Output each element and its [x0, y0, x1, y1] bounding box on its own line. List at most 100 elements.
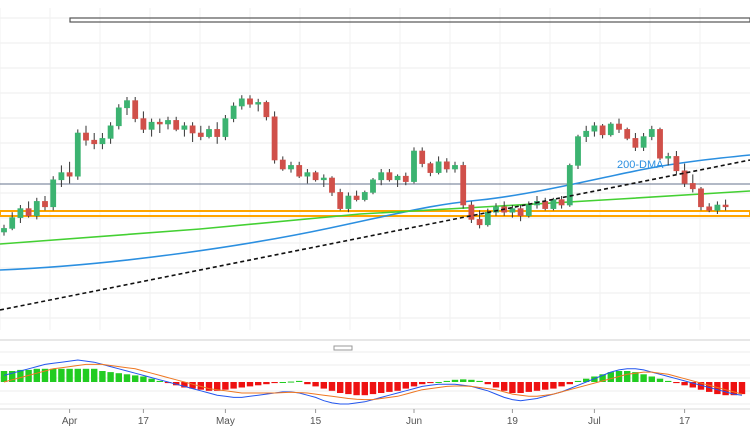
candle-body: [140, 118, 147, 130]
candle-body: [476, 219, 483, 226]
macd-histogram-bar: [648, 376, 655, 382]
macd-histogram-bar: [255, 382, 262, 386]
macd-histogram-bar: [353, 382, 360, 396]
macd-histogram-bar: [197, 382, 204, 390]
x-tick-label: 19: [507, 416, 519, 427]
macd-histogram-bar: [99, 371, 106, 382]
candle-body: [411, 150, 417, 182]
macd-histogram-bar: [25, 369, 32, 382]
candle-body: [165, 120, 171, 125]
macd-signal-line: [3, 363, 743, 401]
macd-histogram-bar: [599, 374, 606, 382]
macd-histogram-bar: [312, 382, 319, 387]
x-tick-label: 15: [310, 416, 322, 427]
candle-body: [673, 156, 680, 172]
candle-body: [525, 204, 532, 217]
candle-body: [263, 102, 270, 118]
candle-body: [17, 208, 24, 218]
macd-histogram-bar: [337, 382, 344, 393]
macd-histogram-bar: [558, 382, 565, 387]
macd-histogram-bar: [132, 375, 139, 382]
candle-body: [648, 129, 655, 137]
macd-histogram-bar: [574, 380, 582, 382]
candle-body: [443, 161, 450, 170]
macd-histogram-bar: [74, 368, 81, 382]
macd-histogram-bar: [140, 376, 147, 382]
x-tick-label: 17: [679, 416, 691, 427]
candle-body: [329, 177, 335, 193]
macd-histogram-bar: [378, 382, 385, 393]
macd-histogram-bar: [271, 382, 278, 384]
macd-histogram-bar: [509, 382, 516, 393]
candle-body: [50, 179, 57, 208]
candle-body: [427, 163, 434, 173]
macd-histogram-bar: [287, 381, 295, 383]
support-zone-band: [0, 210, 750, 217]
macd-histogram-bar: [386, 382, 393, 392]
candle-body: [353, 195, 360, 200]
macd-histogram-bar: [58, 368, 65, 382]
candle-body: [616, 123, 622, 130]
candle-body: [132, 100, 139, 119]
macd-histogram-bar: [361, 382, 368, 396]
candle-body: [222, 118, 229, 137]
macd-histogram-bar: [296, 380, 303, 382]
macd-histogram-bar: [205, 382, 213, 391]
candle-body: [624, 129, 631, 139]
macd-histogram-bar: [156, 380, 163, 382]
candle-body: [361, 192, 368, 200]
candle-body: [74, 132, 81, 177]
macd-histogram-bar: [665, 380, 672, 382]
macd-histogram-bar: [304, 382, 311, 385]
candle-body: [681, 170, 688, 184]
macd-histogram-bar: [484, 382, 491, 385]
candle-body: [640, 136, 647, 148]
candle-body: [575, 136, 581, 166]
candle-body: [484, 211, 491, 226]
x-tick-label: Jun: [406, 416, 422, 427]
macd-histogram-bar: [435, 382, 442, 383]
candle-body: [206, 129, 212, 137]
candle-body: [493, 206, 499, 213]
x-tick-label: 17: [138, 416, 150, 427]
macd-histogram-bar: [476, 380, 483, 382]
x-tick-label: Jul: [588, 416, 601, 427]
candle-body: [452, 165, 458, 170]
macd-histogram-bar: [263, 382, 270, 385]
macd-histogram-bar: [714, 382, 721, 395]
green-ma-line: [0, 190, 750, 245]
macd-histogram-bar: [123, 374, 131, 382]
macd-histogram-bar: [525, 382, 532, 392]
candle-body: [542, 201, 549, 209]
candle-body: [558, 199, 565, 206]
candle-body: [304, 172, 311, 177]
macd-histogram-bar: [9, 371, 16, 382]
candle-body: [337, 192, 344, 209]
macd-histogram-bar: [550, 382, 557, 389]
candle-body: [419, 150, 426, 164]
candle-body: [657, 129, 663, 159]
candle-body: [214, 129, 221, 137]
x-tick-label: May: [216, 416, 235, 427]
grid: [0, 8, 750, 410]
candle-body: [83, 132, 89, 141]
candle-body: [279, 159, 286, 170]
candle-body: [320, 177, 327, 181]
macd-histogram-bar: [632, 372, 639, 382]
candle-body: [156, 121, 163, 125]
candle-body: [370, 179, 376, 193]
candle-body: [247, 98, 253, 105]
macd-histogram-bar: [460, 379, 467, 382]
macd-histogram-bar: [82, 368, 90, 382]
candle-body: [665, 156, 672, 159]
candle-body: [271, 116, 278, 161]
dma-200-line: [0, 154, 750, 271]
candle-body: [607, 123, 614, 136]
macd-histogram-bar: [246, 382, 254, 387]
macd-histogram-bar: [33, 368, 40, 382]
candle-body: [230, 105, 237, 119]
candle-body: [599, 125, 606, 136]
candle-body: [394, 175, 401, 181]
candle-body: [698, 188, 704, 208]
